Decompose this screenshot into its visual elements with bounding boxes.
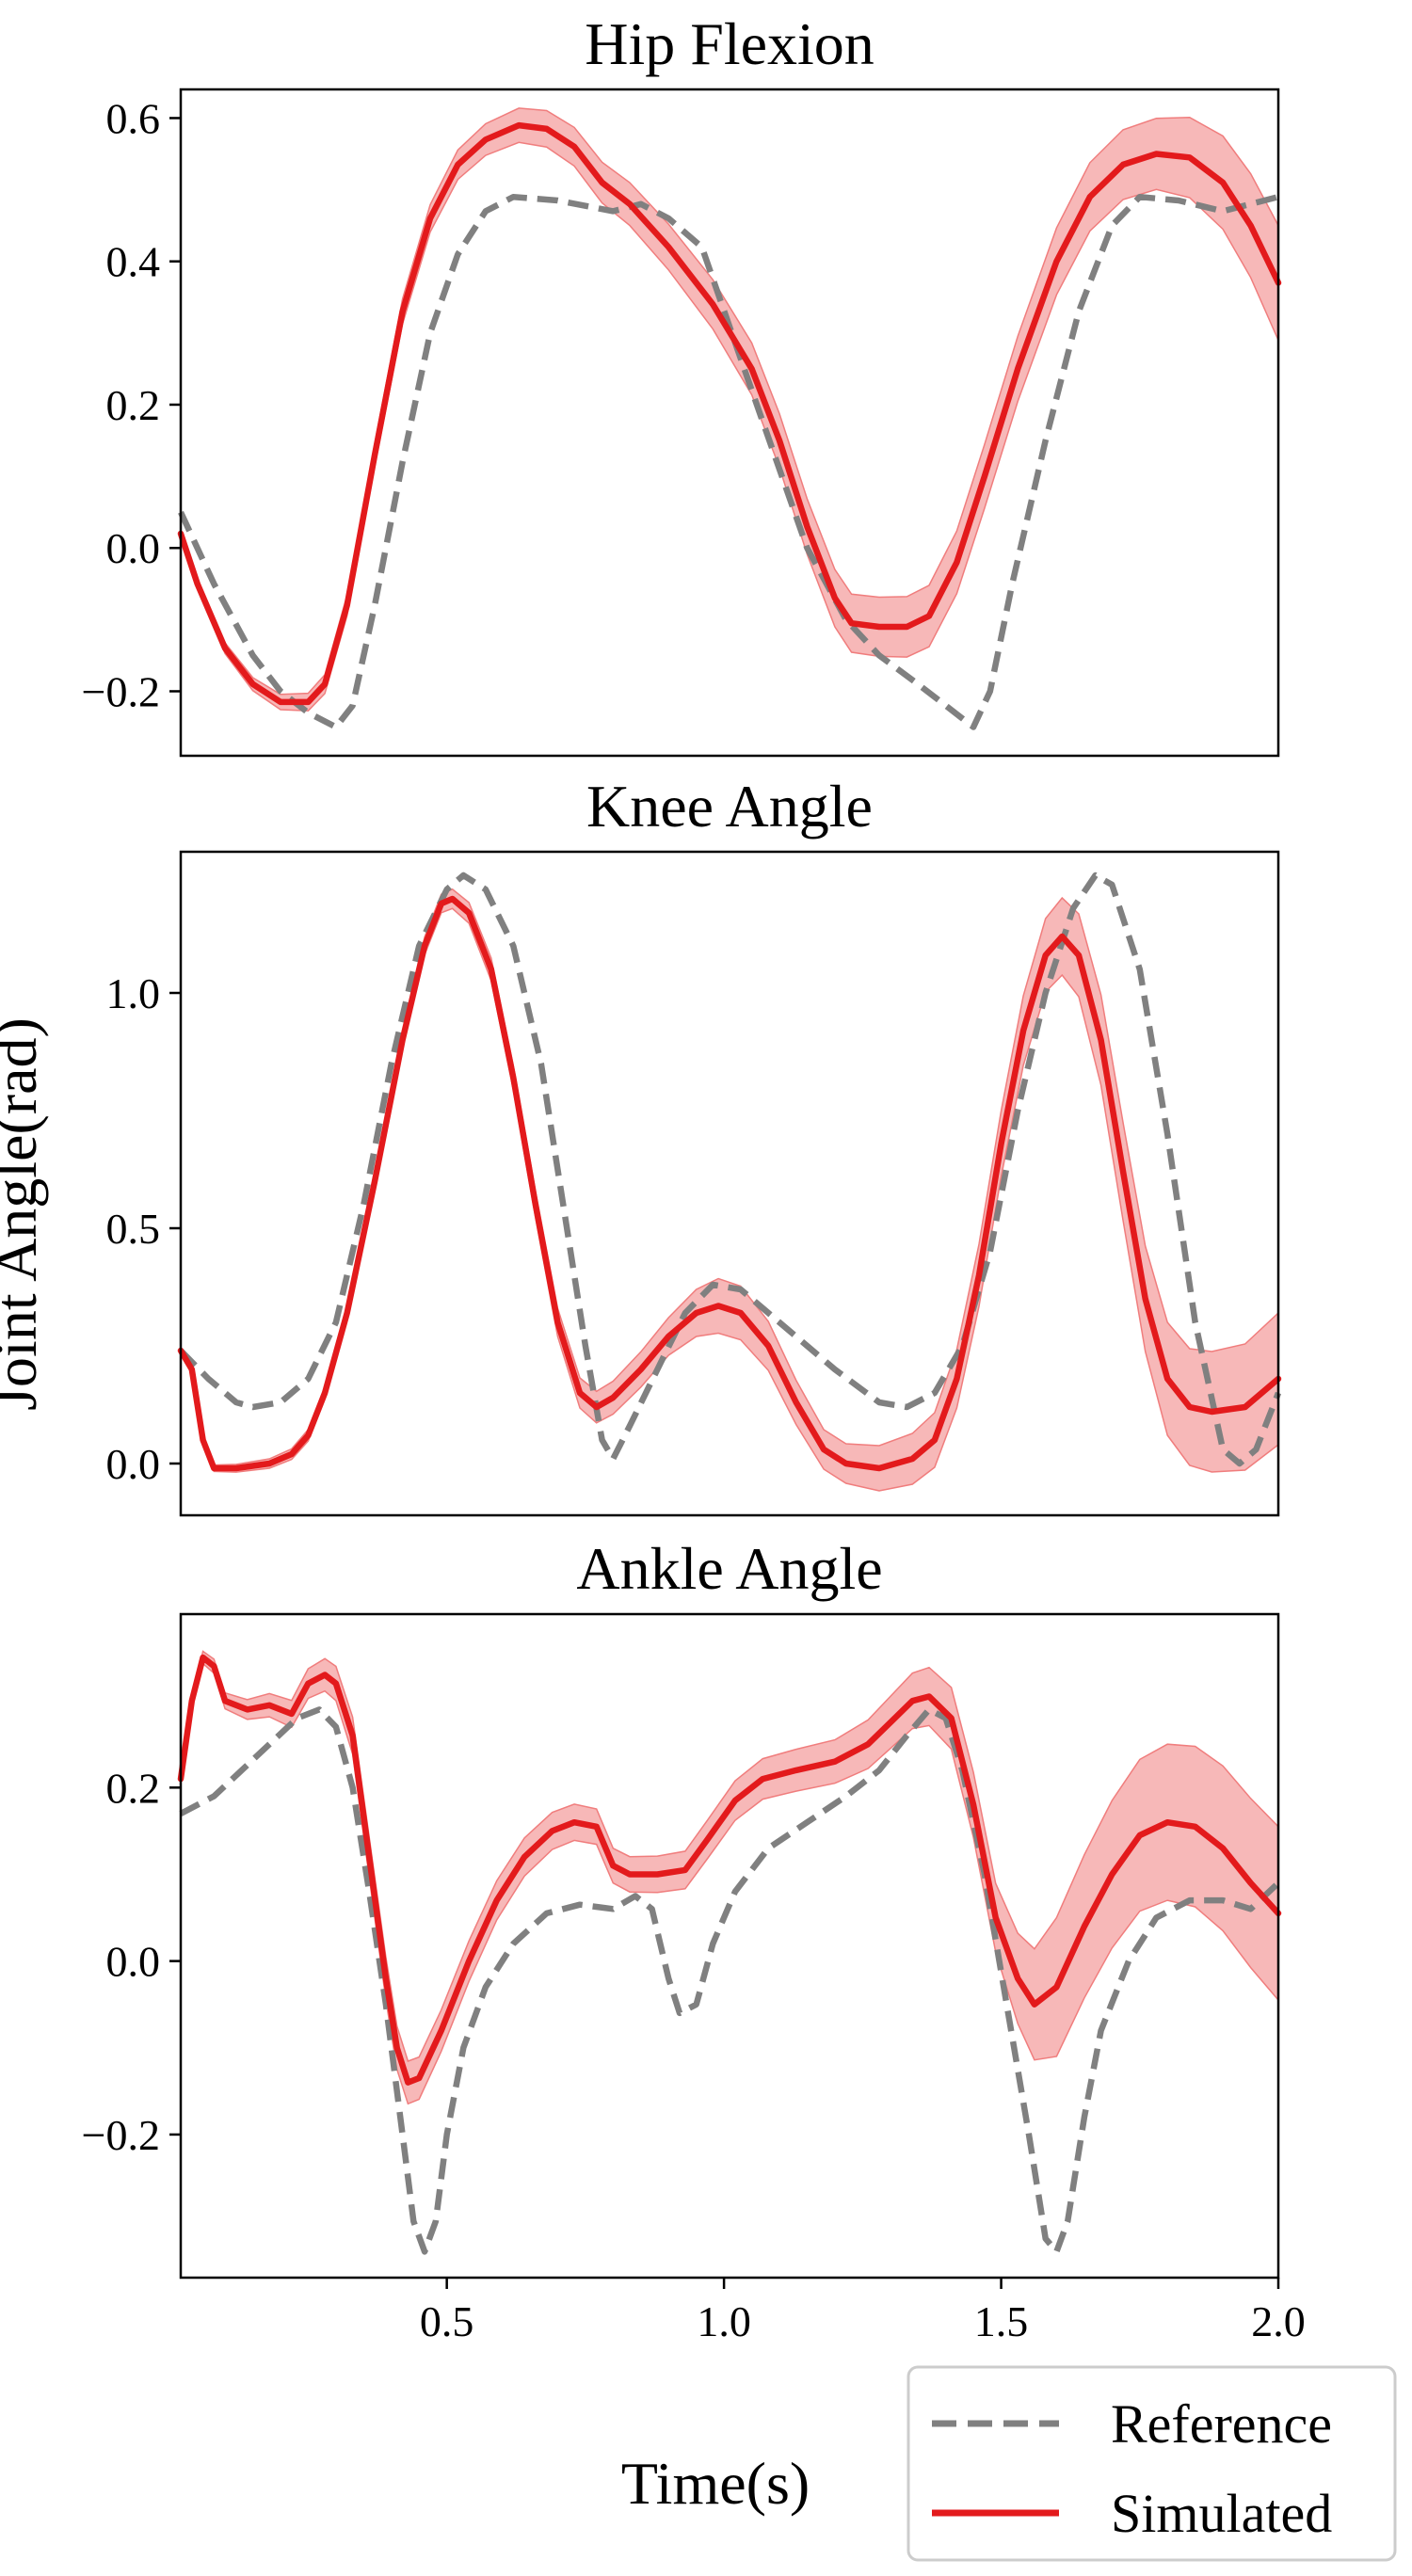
panel-1: Hip Flexion −0.2 0.0 0.2 0.4 0.6 [82,10,1282,758]
reference-line [178,193,1279,730]
legend-reference-label: Reference [1111,2393,1332,2455]
plot-frame [179,88,1280,758]
y-tick-label: 0.0 [106,524,161,572]
simulated-line [177,121,1282,706]
simulated-line [177,895,1282,1472]
reference-line [179,1706,1281,2255]
y-tick-label: 0.0 [106,1440,161,1488]
legend-simulated-label: Simulated [1111,2483,1332,2544]
simulated-line [177,1654,1282,2086]
panel-title: Ankle Angle [576,1535,882,1602]
panel-3: Ankle Angle −0.2 0.0 0.2 0.5 1.0 1.5 2.0 [82,1535,1306,2345]
x-axis-label: Time(s) [621,2450,810,2517]
plot-frame [179,850,1280,1517]
plot-frame [179,1612,1280,2280]
reference-line [178,872,1282,1467]
x-tick-label: 0.5 [420,2297,474,2345]
y-tick-label: 0.4 [106,238,161,286]
y-tick-label: 1.0 [106,969,161,1017]
y-tick-label: −0.2 [82,2111,160,2159]
panel-title: Hip Flexion [585,10,874,77]
panel-2: Knee Angle 0.0 0.5 1.0 [106,773,1282,1517]
y-tick-label: 0.0 [106,1938,161,1986]
x-tick-label: 1.5 [974,2297,1029,2345]
y-tick-label: 0.6 [106,94,161,142]
simulated-band [180,888,1279,1492]
panel-title: Knee Angle [586,773,873,840]
y-tick-label: −0.2 [82,667,160,715]
y-axis-label: Joint Angle(rad) [0,1017,49,1411]
legend: Reference Simulated [907,2365,1397,2562]
y-tick-label: 0.5 [106,1205,161,1253]
y-tick-label: 0.2 [106,381,161,429]
panels: Hip Flexion −0.2 0.0 0.2 0.4 0.6 Knee Angle 0.0… [82,10,1306,2345]
x-tick-label: 1.0 [697,2297,751,2345]
y-tick-label: 0.2 [106,1764,161,1812]
x-tick-label: 2.0 [1251,2297,1306,2345]
